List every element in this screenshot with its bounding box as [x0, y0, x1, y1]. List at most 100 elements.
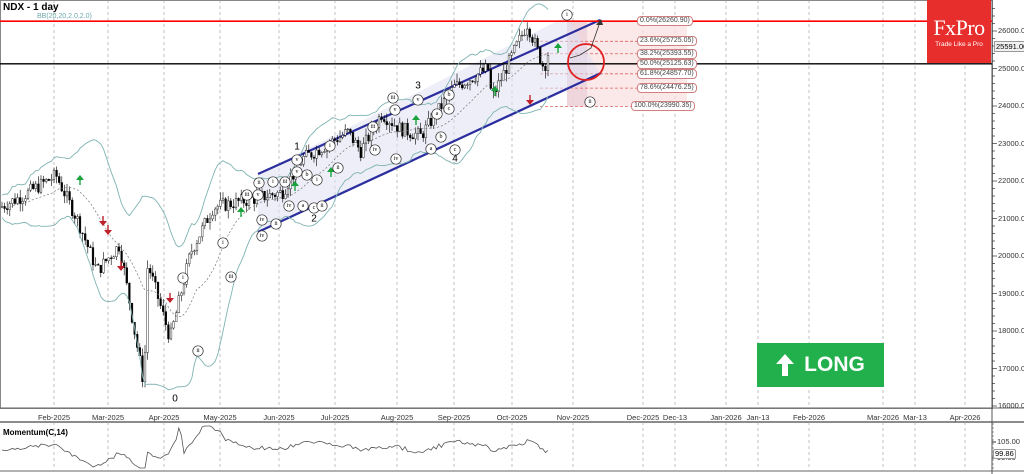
wave-label: 4 — [452, 153, 458, 165]
wave-label-circled: b — [439, 134, 443, 140]
candle-body — [476, 73, 479, 82]
candle-body — [21, 200, 24, 204]
price-tick-label: 18000.00 — [998, 326, 1024, 335]
wave-marker-circle — [387, 92, 399, 104]
candle-body — [221, 198, 225, 201]
candle-body — [424, 124, 427, 138]
candle-body — [175, 312, 178, 322]
candle-body — [146, 268, 149, 353]
candle-body — [104, 258, 108, 262]
candle-body — [169, 327, 173, 340]
time-tick-label: Aug-2025 — [380, 413, 414, 422]
candle-body — [359, 146, 362, 158]
candle-body — [292, 176, 295, 180]
time-tick-label: Mar-13 — [903, 413, 927, 422]
wave-marker-circle — [390, 153, 402, 165]
wave-marker-circle — [431, 108, 443, 120]
wave-label-circled: ii — [336, 165, 340, 171]
wave-label-circled: iv — [372, 147, 378, 153]
chart-title: NDX - 1 day — [3, 2, 59, 13]
candle-body — [320, 152, 323, 156]
time-tick-label: Jun-2025 — [263, 413, 295, 422]
candle-body — [463, 84, 466, 89]
wave-marker-circle — [412, 94, 424, 106]
candle-body — [489, 69, 492, 89]
channel-upper-line — [257, 18, 601, 176]
wave-marker-circle — [435, 131, 447, 143]
wave-label-circled: ii — [257, 180, 261, 186]
candle-body — [182, 284, 186, 294]
candle-body — [188, 253, 191, 264]
candle-body — [531, 36, 534, 43]
wave-marker-circle — [270, 218, 282, 230]
candle-body — [39, 178, 43, 193]
candle-body — [546, 55, 550, 71]
candle-body — [91, 247, 95, 266]
wave-label-circled: i — [222, 240, 224, 246]
price-tick-label: 25000.00 — [998, 63, 1024, 73]
candle-body — [429, 118, 433, 126]
candle-body — [6, 208, 9, 210]
wave-label: 3 — [415, 80, 421, 92]
candle-body — [310, 152, 313, 158]
candle-body — [344, 129, 347, 136]
candle-body — [84, 233, 87, 241]
candle-body — [50, 179, 53, 181]
candle-body — [224, 198, 227, 211]
momentum-label: Momentum(C,14) — [3, 428, 68, 437]
candle-body — [94, 264, 97, 266]
candle-body — [533, 38, 537, 43]
candle-body — [214, 208, 217, 216]
candle-body — [263, 191, 266, 201]
candle-body — [416, 128, 420, 134]
time-tick-label: Dec-13 — [662, 413, 688, 422]
candle-body — [125, 267, 128, 284]
sell-signal-icon — [166, 298, 174, 303]
wave-label-circled: b — [447, 92, 451, 98]
candle-body — [276, 192, 279, 197]
wave-label-circled: v — [416, 97, 420, 103]
candle-body — [13, 198, 17, 204]
wave-marker-circle — [253, 177, 265, 189]
wave-label-circled: i — [182, 275, 184, 281]
fibonacci-level-label: 38.2%(25393.55) — [637, 48, 697, 59]
candle-body — [411, 137, 414, 140]
wave-label-circled: a — [435, 111, 439, 117]
candle-body — [515, 41, 518, 46]
momentum-tick-label: 105.00 — [997, 437, 1020, 446]
candle-body — [102, 258, 105, 273]
candle-body — [219, 200, 222, 207]
sell-signal-icon — [526, 100, 534, 105]
candle-body — [528, 28, 531, 38]
candle-body — [523, 34, 526, 37]
time-tick-label: Nov-2025 — [556, 413, 590, 422]
candle-body — [229, 200, 232, 207]
wave-marker-circle — [443, 103, 455, 115]
indicator-label: BB(20,20,2.0,2.0) — [37, 13, 92, 20]
candle-body — [481, 67, 485, 72]
wave-marker-circle — [316, 200, 328, 212]
wave-label-circled: v — [295, 169, 299, 175]
candle-body — [510, 52, 513, 56]
candle-body — [32, 183, 35, 189]
wave-label-circled: i — [329, 143, 331, 149]
wave-label-circled: a — [301, 203, 305, 209]
wave-marker-circle — [297, 200, 309, 212]
candle-body — [507, 55, 511, 74]
candle-body — [37, 183, 40, 193]
candle-body — [302, 156, 305, 165]
bollinger-lower — [1, 95, 549, 391]
candle-body — [227, 200, 230, 211]
candle-body — [377, 116, 381, 128]
candle-body — [273, 194, 277, 197]
wave-label-circled: c — [453, 147, 457, 153]
fibonacci-level-label: 23.6%(25725.05) — [637, 36, 697, 47]
time-tick-label: Jul-2025 — [320, 413, 350, 422]
wave-label-circled: iii — [370, 124, 376, 130]
candle-body — [107, 257, 110, 262]
time-tick-label: Feb-2026 — [792, 413, 826, 422]
candle-body — [479, 67, 482, 75]
price-tick-label: 23000.00 — [998, 138, 1024, 148]
candle-body — [97, 264, 100, 266]
